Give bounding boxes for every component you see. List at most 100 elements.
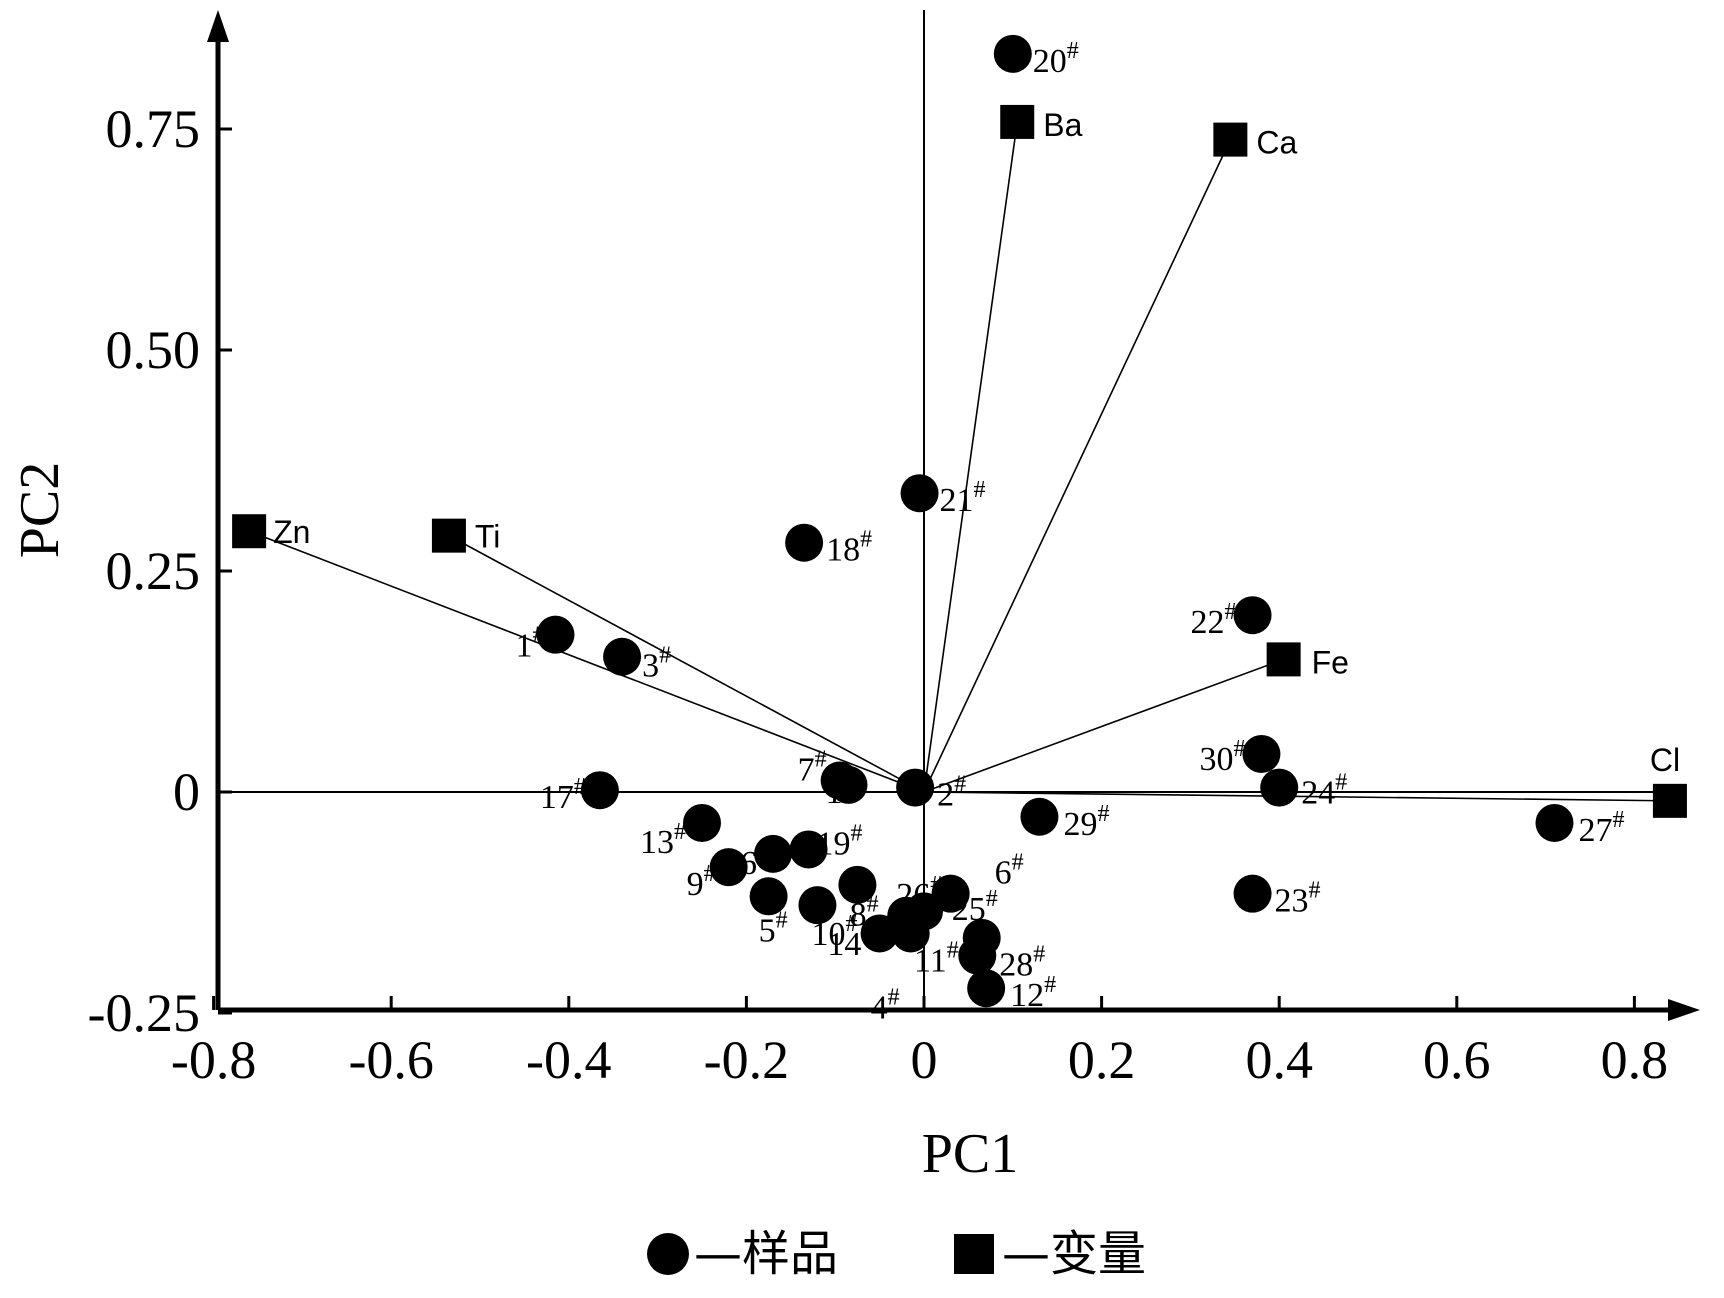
x-tick-label: 0.6: [1423, 1030, 1491, 1090]
sample-label: 28#: [999, 942, 1045, 984]
sample-point: [993, 34, 1032, 73]
sample-label: 7#: [798, 747, 827, 789]
sample-point: [967, 969, 1006, 1008]
sample-point: [683, 803, 721, 842]
sample-label: 18#: [826, 527, 872, 569]
sample-point: [603, 637, 642, 676]
sample-label: 25#: [952, 886, 998, 928]
sample-label: 17#: [540, 774, 586, 816]
variable-point-ba: [1000, 104, 1035, 139]
sample-point: [536, 615, 575, 654]
variable-point-ti: [431, 518, 466, 553]
sample-point: [709, 848, 748, 887]
variable-point-fe: [1266, 642, 1301, 677]
sample-point: [785, 523, 824, 562]
y-tick-label: 0: [173, 762, 200, 822]
legend-label-samples: —样品: [694, 1226, 838, 1282]
x-tick-label: 0.2: [1068, 1030, 1136, 1090]
sample-label: 14#: [827, 921, 873, 963]
sample-label: 4#: [871, 984, 900, 1026]
sample-label: 24#: [1301, 770, 1347, 812]
sample-label: 19#: [817, 820, 863, 862]
sample-point: [1535, 803, 1574, 842]
legend-circle-icon: [647, 1233, 689, 1275]
x-tick-label: 0: [911, 1030, 938, 1090]
sample-label: 26#: [896, 872, 942, 914]
sample-point: [789, 830, 828, 869]
y-tick-label: 0.50: [106, 320, 201, 380]
sample-label: 27#: [1578, 807, 1624, 849]
sample-label: 23#: [1275, 878, 1321, 920]
y-axis-arrow: [207, 10, 229, 42]
loading-vector-fe: [923, 658, 1284, 793]
loading-vector-ca: [923, 139, 1232, 793]
sample-point: [754, 834, 793, 873]
sample-label: 13#: [640, 819, 686, 861]
sample-label: 22#: [1191, 599, 1237, 641]
sample-label: 3#: [642, 643, 671, 685]
sample-label: 5#: [759, 907, 788, 949]
sample-label: 8#: [850, 891, 879, 933]
sample-point: [1260, 768, 1299, 807]
sample-label: 10#: [811, 911, 857, 953]
sample-point: [838, 865, 877, 904]
x-tick-label: -0.2: [704, 1030, 789, 1090]
sample-label: 29#: [1063, 801, 1109, 843]
sample-point: [798, 886, 837, 925]
x-tick-label: 0.8: [1601, 1030, 1669, 1090]
sample-point: [829, 765, 868, 804]
axes: -0.8 -0.6 -0.4 -0.2 0 0.2 0.4 0.6 0.8 -0.25 0 0.25 0…: [88, 10, 1700, 1090]
legend: —样品 —变量: [647, 1226, 1146, 1282]
sample-label: 2#: [937, 772, 966, 814]
sample-label: 16#: [723, 840, 769, 882]
x-tick-label: -0.8: [171, 1030, 256, 1090]
x-axis-arrow: [1668, 999, 1700, 1021]
legend-label-variables: —变量: [1002, 1226, 1146, 1282]
sample-label: 1#: [515, 623, 544, 665]
sample-point: [749, 877, 788, 916]
sample-label: 9#: [687, 861, 716, 903]
variable-point-cl: [1652, 783, 1687, 818]
legend-square-icon: [954, 1234, 994, 1274]
y-axis-title: PC2: [9, 462, 71, 559]
sample-label: 20#: [1033, 38, 1079, 80]
y-tick-label: 0.25: [106, 541, 201, 601]
variable-points: [232, 104, 1687, 818]
variable-label: Cl: [1650, 742, 1680, 778]
variable-label: Ca: [1256, 125, 1297, 161]
sample-label: 6#: [995, 850, 1024, 892]
sample-point: [1242, 734, 1281, 773]
sample-label: 12#: [1010, 972, 1056, 1014]
sample-point: [1020, 797, 1059, 836]
variable-label: Ba: [1043, 107, 1082, 143]
sample-point: [580, 771, 619, 810]
x-tick-label: -0.6: [348, 1030, 433, 1090]
sample-point: [900, 474, 939, 513]
variable-label: Zn: [273, 514, 310, 550]
variable-label: Ti: [475, 519, 500, 555]
variable-point-zn: [232, 514, 267, 549]
sample-label: 30#: [1199, 736, 1245, 778]
sample-point: [896, 768, 935, 807]
sample-label: 1: [826, 774, 843, 811]
variable-label: Fe: [1312, 644, 1349, 680]
sample-point: [1233, 596, 1272, 635]
point-labels: 1#3#17#13#16#7#1 2#9#5#19#10#14#8# 26# 6#4#…: [273, 38, 1680, 1027]
x-axis-title: PC1: [922, 1123, 1019, 1185]
loading-vector-cl: [923, 791, 1670, 802]
x-tick-label: -0.4: [526, 1030, 611, 1090]
x-tick-label: 0.4: [1245, 1030, 1313, 1090]
sample-point: [1233, 874, 1272, 913]
loading-vector-ba: [923, 121, 1019, 793]
loading-vector-ti: [448, 534, 925, 793]
sample-point: [958, 936, 997, 975]
loading-vectors: [248, 121, 1670, 802]
sample-label: 11#: [914, 937, 959, 979]
variable-point-ca: [1213, 122, 1248, 157]
loading-vector-zn: [248, 530, 925, 793]
y-tick-label: -0.25: [88, 983, 200, 1043]
sample-label: 21#: [940, 477, 986, 519]
sample-point: [905, 892, 943, 931]
y-tick-label: 0.75: [106, 99, 201, 159]
